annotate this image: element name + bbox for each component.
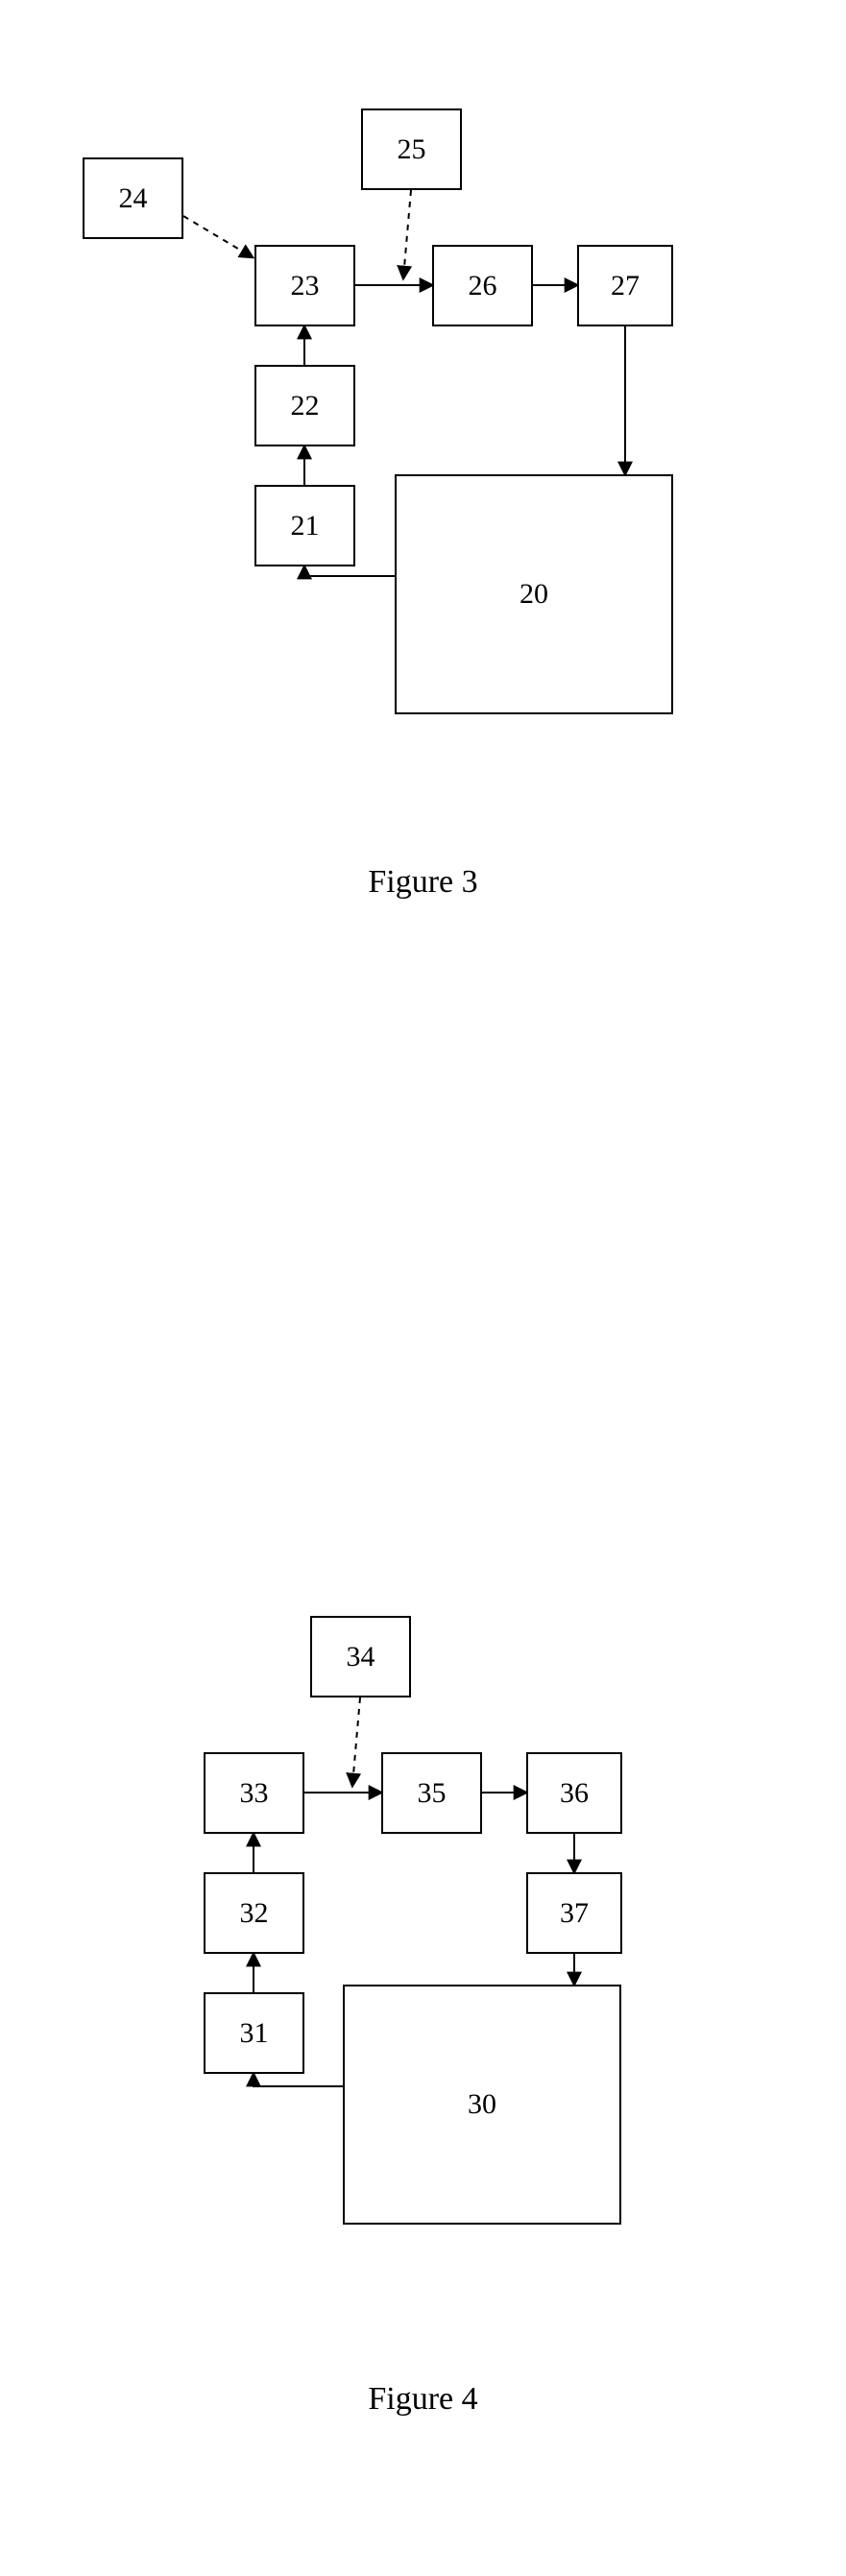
- figure4-node-37: 37: [526, 1872, 622, 1954]
- figure4-node-35: 35: [381, 1752, 482, 1834]
- node-label: 27: [611, 270, 640, 302]
- node-label: 22: [291, 390, 320, 422]
- node-label: 33: [240, 1777, 269, 1810]
- node-label: 36: [560, 1777, 589, 1810]
- node-label: 37: [560, 1897, 589, 1930]
- node-label: 20: [520, 578, 548, 611]
- figure4-node-36: 36: [526, 1752, 622, 1834]
- figure4-node-31: 31: [204, 1992, 304, 2074]
- figure3-node-23: 23: [254, 245, 355, 326]
- edge-20-21: [304, 566, 395, 576]
- figure3-node-21: 21: [254, 485, 355, 566]
- node-label: 30: [468, 2088, 496, 2121]
- edge-24-23: [183, 216, 253, 257]
- node-label: 26: [469, 270, 497, 302]
- page: 20 21 22 23 24 25 26 27 Figure 3 30 31 3…: [0, 0, 846, 2576]
- figure3-caption: Figure 3: [0, 864, 846, 901]
- node-label: 35: [418, 1777, 447, 1810]
- node-label: 23: [291, 270, 320, 302]
- node-label: 21: [291, 510, 320, 542]
- node-label: 25: [398, 133, 426, 166]
- figure3-node-27: 27: [577, 245, 673, 326]
- figure3-node-26: 26: [432, 245, 533, 326]
- figure4-node-33: 33: [204, 1752, 304, 1834]
- figure4-node-34: 34: [310, 1616, 411, 1697]
- figure3-node-25: 25: [361, 108, 462, 190]
- edge-30-31: [254, 2074, 343, 2086]
- figure4-node-30: 30: [343, 1985, 621, 2225]
- figure3-node-24: 24: [83, 157, 183, 239]
- figure3-node-22: 22: [254, 365, 355, 446]
- node-label: 24: [119, 182, 148, 215]
- figure4-caption: Figure 4: [0, 2381, 846, 2418]
- edge-25-mid: [403, 190, 411, 278]
- edge-34-mid: [352, 1697, 360, 1786]
- node-label: 31: [240, 2017, 269, 2050]
- figure4-node-32: 32: [204, 1872, 304, 1954]
- figure3-node-20: 20: [395, 474, 673, 714]
- figure4-arrows: [0, 1440, 846, 2400]
- node-label: 34: [347, 1641, 375, 1673]
- node-label: 32: [240, 1897, 269, 1930]
